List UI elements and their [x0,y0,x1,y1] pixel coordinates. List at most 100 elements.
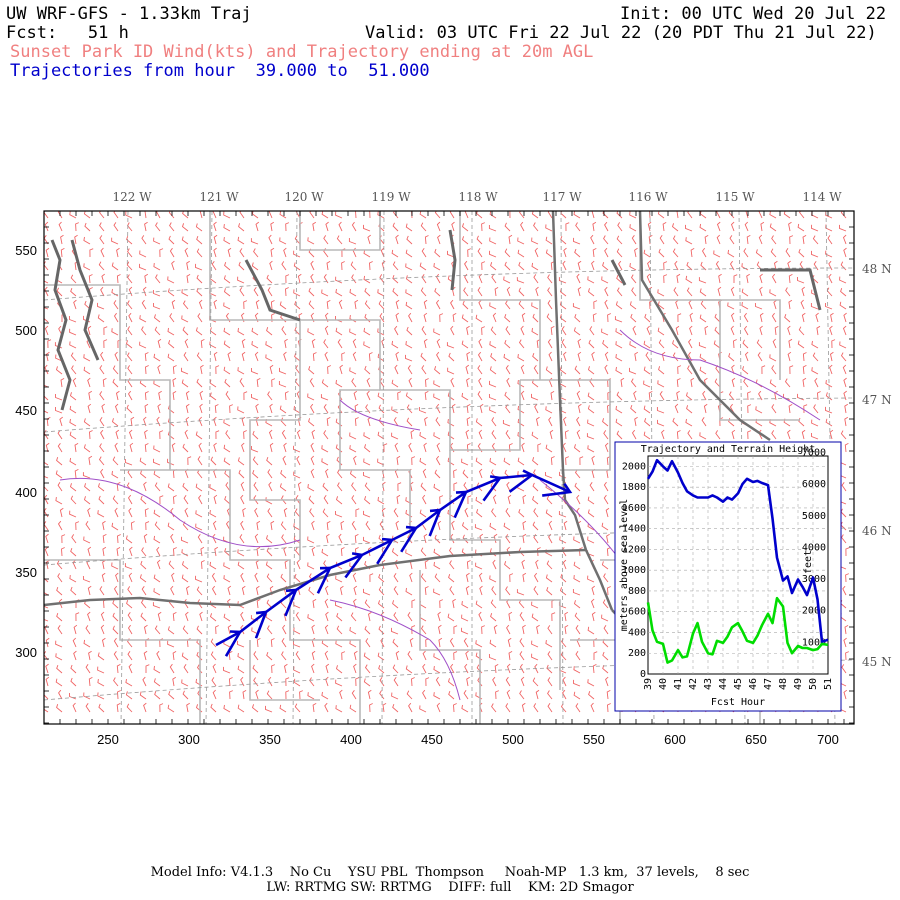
wind-barb [434,469,441,479]
x-grid-label: 450 [421,732,443,747]
wind-barb [437,624,442,635]
wind-barb [255,299,260,310]
wind-barb [466,417,471,427]
wind-barb [156,211,161,219]
wind-barb [462,300,469,310]
wind-barb [519,612,525,622]
wind-barb [411,599,416,609]
wind-barb [168,340,175,349]
wind-barb [474,524,483,531]
wind-barb [423,338,428,349]
wind-barb [353,585,358,596]
wind-barb [453,482,458,492]
wind-barb [377,328,385,336]
inset-x-tick: 40 [658,678,669,690]
wind-barb [558,277,567,284]
wind-barb [70,664,77,674]
wind-barb [307,393,315,401]
wind-barb [405,587,413,596]
wind-barb [69,431,77,440]
wind-barb [411,456,416,466]
wind-barb [466,560,471,570]
wind-barb [195,523,203,531]
wind-barb [424,416,428,427]
wind-barb [643,340,651,349]
wind-barb [154,521,161,531]
wind-barb [351,274,357,284]
wind-barb [101,637,106,648]
wind-barb [699,366,707,375]
wind-barb [534,403,539,414]
wind-barb [839,301,847,310]
wind-barb [198,494,203,505]
wind-barb [311,663,315,674]
wind-barb [405,275,413,284]
wind-barb [271,664,275,674]
wind-barb [200,546,205,557]
wind-barb [311,546,316,557]
wind-barb [451,403,456,414]
wind-barb [690,377,695,388]
wind-barb [547,703,553,713]
wind-barb [364,625,371,635]
wind-barb [687,430,693,440]
wind-barb [604,221,609,232]
wind-barb [505,430,511,440]
wind-barb [324,624,329,635]
wind-barb [172,612,177,622]
wind-barb [294,353,301,362]
wind-barb [195,483,203,492]
wind-barb [111,262,119,271]
wind-barb [326,521,331,531]
wind-barb [294,703,301,713]
wind-barb [631,429,637,440]
wind-barb [574,248,581,258]
wind-barb [476,482,483,492]
wind-barb [406,417,413,427]
wind-barb [405,289,413,297]
wind-barb [324,351,329,362]
wind-barb [115,390,120,401]
wind-barb [648,235,653,245]
wind-barb [100,351,105,362]
inset-x-tick: 44 [718,678,729,690]
wind-barb [352,338,357,349]
wind-barb [587,575,595,583]
wind-barb [44,618,49,622]
wind-barb [281,429,287,440]
wind-barb [139,341,147,349]
wind-barb [126,600,133,609]
wind-barb [616,235,623,245]
wind-barb [144,443,149,453]
wind-barb [829,364,833,375]
wind-barb [391,340,399,349]
wind-barb [489,341,497,349]
wind-barb [601,614,609,622]
trajectory-arrow [316,566,333,594]
wind-barb [574,313,581,323]
wind-barb [224,469,231,479]
wind-barb [114,507,119,518]
wind-barb [294,235,301,245]
wind-barb [45,559,50,570]
wind-barb [308,495,315,505]
wind-barb [503,276,511,284]
wind-barb [592,248,597,258]
wind-barb [153,458,161,466]
wind-barb [223,302,231,310]
longitude-label: 115 W [715,190,755,204]
wind-barb [517,457,525,466]
wind-barb [195,510,203,518]
wind-barb [283,442,287,453]
wind-barb [533,365,539,375]
wind-barb [352,572,357,583]
wind-barb [575,703,581,713]
wind-barb [522,494,527,505]
wind-barb [797,277,805,284]
wind-barb [453,469,457,479]
wind-barb [405,341,413,349]
wind-barb [321,458,329,466]
wind-barb [241,442,245,453]
wind-barb [406,326,413,336]
wind-barb [576,416,581,427]
